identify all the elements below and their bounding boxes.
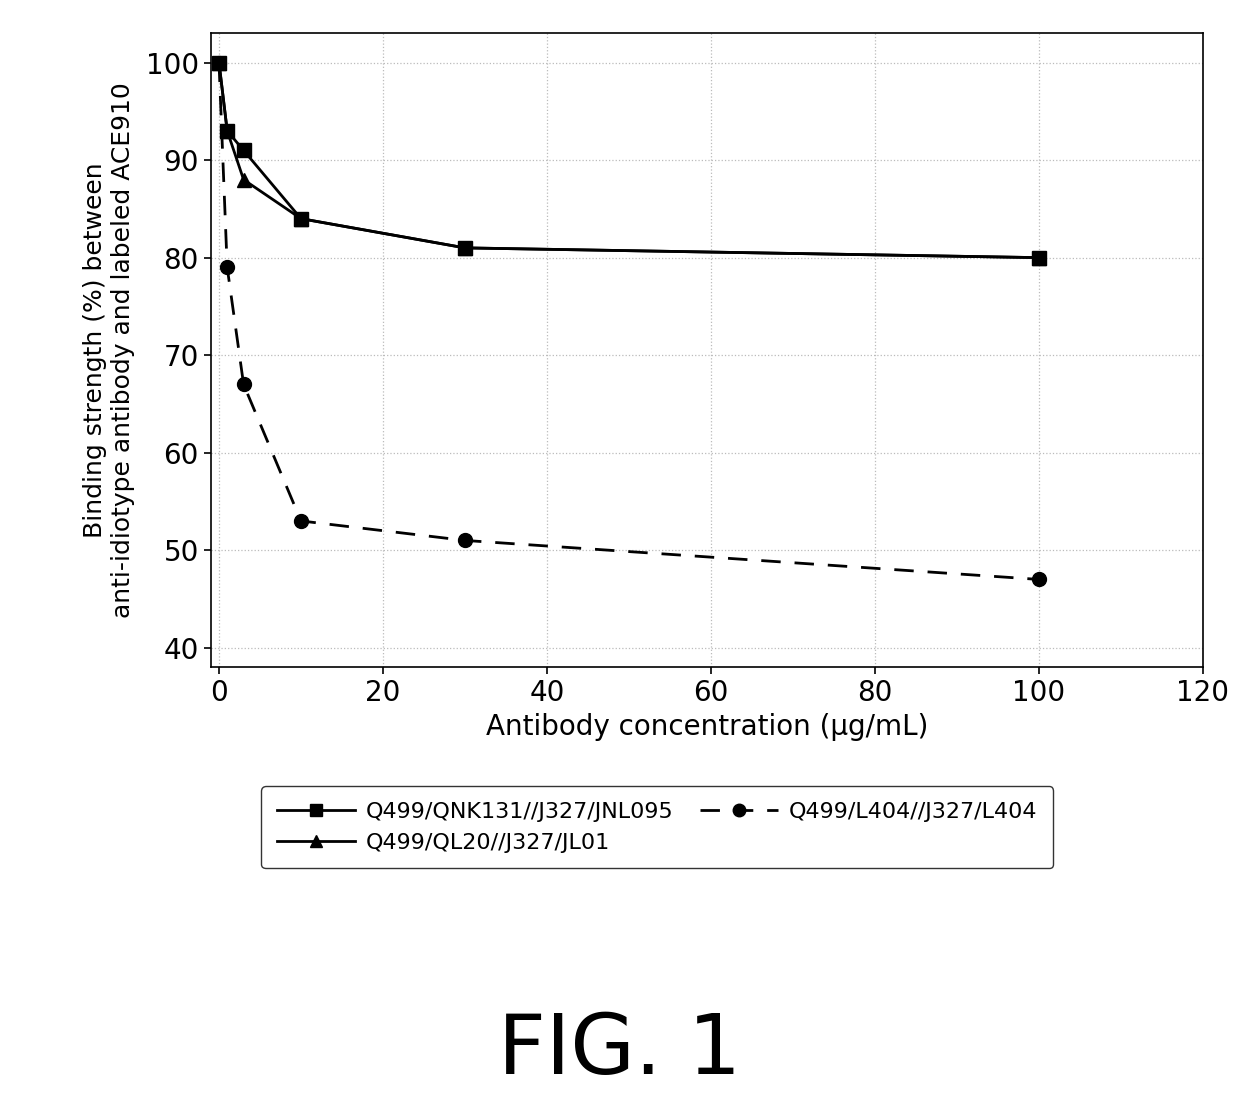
Y-axis label: Binding strength (%) between
anti-idiotype antibody and labeled ACE910: Binding strength (%) between anti-idioty… [83,82,135,618]
Line: Q499/QNK131//J327/JNL095: Q499/QNK131//J327/JNL095 [212,56,1045,265]
Text: FIG. 1: FIG. 1 [498,1011,742,1091]
Legend: Q499/QNK131//J327/JNL095, Q499/QL20//J327/JL01, Q499/L404//J327/L404: Q499/QNK131//J327/JNL095, Q499/QL20//J32… [262,786,1053,868]
Q499/QNK131//J327/JNL095 [294,212,309,226]
Q499/L404//J327/L404 [1032,573,1047,586]
X-axis label: Antibody concentration (μg/mL): Antibody concentration (μg/mL) [486,713,928,741]
Q499/L404//J327/L404 [294,514,309,527]
Q499/QL20//J327/JL01 [458,241,472,255]
Q499/L404//J327/L404 [236,378,250,391]
Line: Q499/QL20//J327/JL01: Q499/QL20//J327/JL01 [212,56,1045,265]
Q499/QL20//J327/JL01 [294,212,309,226]
Q499/QL20//J327/JL01 [219,125,234,138]
Q499/L404//J327/L404 [458,534,472,547]
Q499/QL20//J327/JL01 [212,56,227,69]
Q499/L404//J327/L404 [219,260,234,274]
Q499/QNK131//J327/JNL095 [212,56,227,69]
Line: Q499/L404//J327/L404: Q499/L404//J327/L404 [212,56,1045,586]
Q499/QNK131//J327/JNL095 [236,143,250,157]
Q499/QL20//J327/JL01 [236,173,250,187]
Q499/L404//J327/L404 [212,56,227,69]
Q499/QL20//J327/JL01 [1032,251,1047,265]
Q499/QNK131//J327/JNL095 [219,125,234,138]
Q499/QNK131//J327/JNL095 [1032,251,1047,265]
Q499/QNK131//J327/JNL095 [458,241,472,255]
